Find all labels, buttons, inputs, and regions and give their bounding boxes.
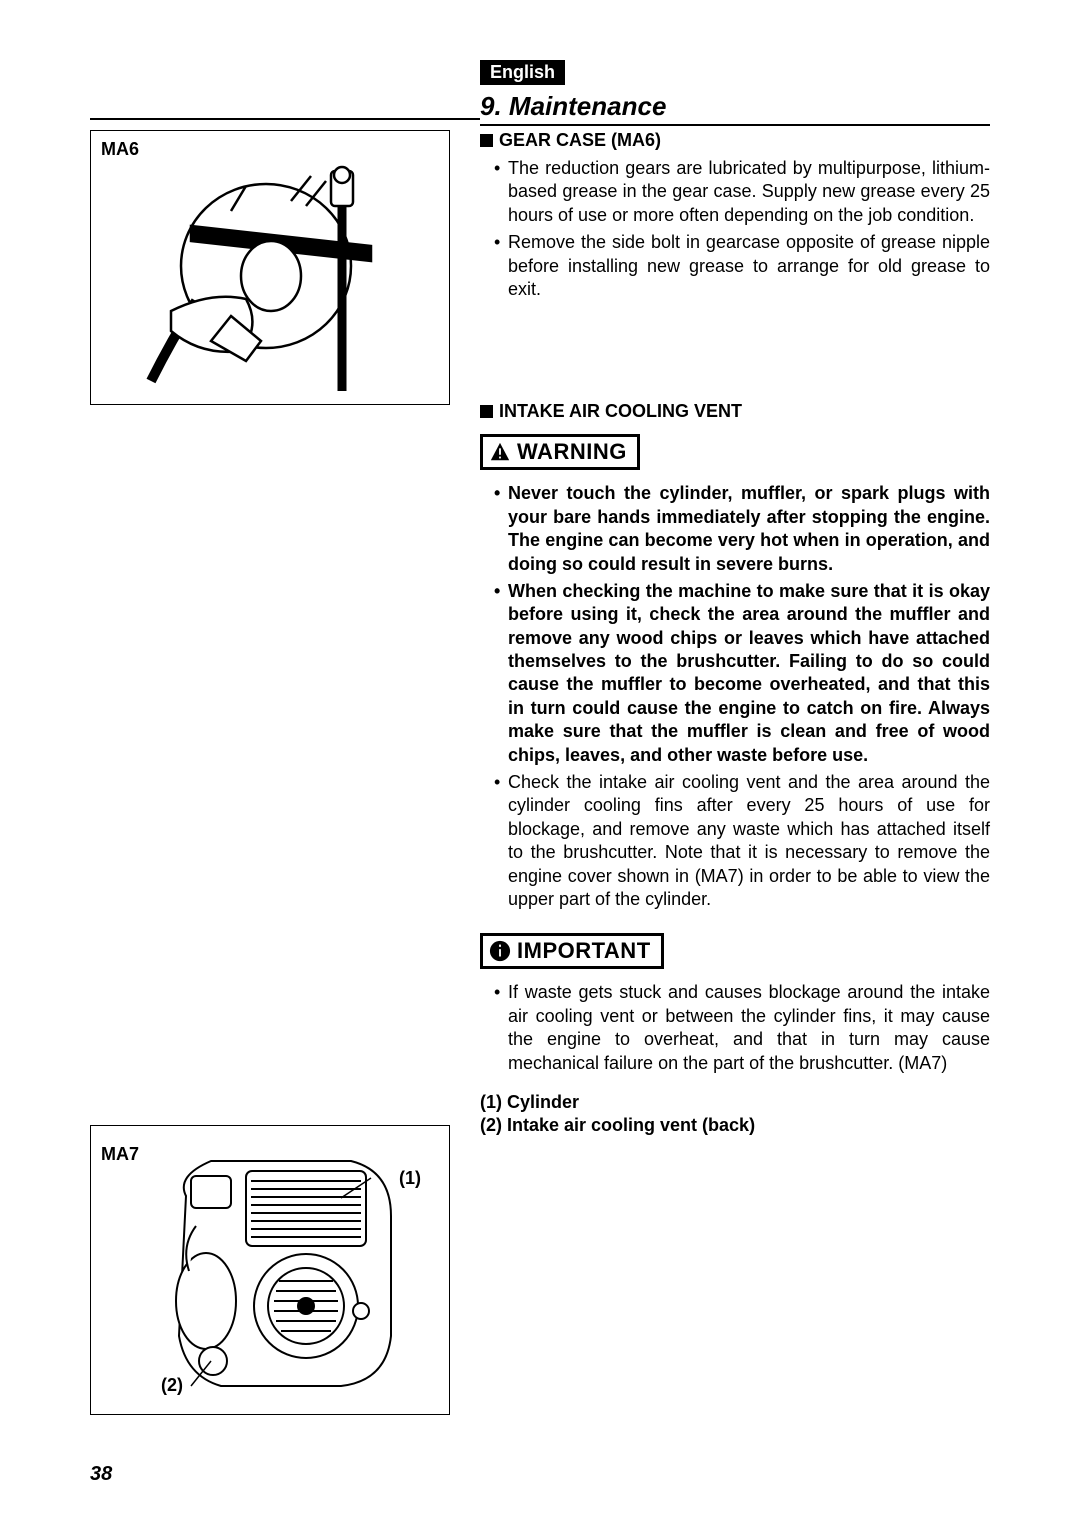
important-circle-icon xyxy=(489,940,511,962)
list-item: Check the intake air cooling vent and th… xyxy=(494,771,990,911)
list-item: When checking the machine to make sure t… xyxy=(494,580,990,767)
figure-ma7: MA7 (1) (2) xyxy=(90,1125,450,1415)
warning-text: Never touch the cylinder, muffler, or sp… xyxy=(480,482,990,911)
square-bullet-icon xyxy=(480,134,493,147)
gearcase-illustration xyxy=(91,131,451,406)
header: English xyxy=(480,60,990,85)
left-column: MA6 xyxy=(90,130,450,1415)
list-item: Remove the side bolt in gearcase opposit… xyxy=(494,231,990,301)
square-bullet-icon xyxy=(480,405,493,418)
list-item: If waste gets stuck and causes blockage … xyxy=(494,981,990,1075)
list-item: Never touch the cylinder, muffler, or sp… xyxy=(494,482,990,576)
right-column: GEAR CASE (MA6) The reduction gears are … xyxy=(480,130,990,1415)
list-item: The reduction gears are lubricated by mu… xyxy=(494,157,990,227)
page-content: English 9. Maintenance MA6 xyxy=(90,60,990,1415)
figure-callout-2: (2) xyxy=(161,1375,183,1396)
language-badge: English xyxy=(480,60,565,85)
figure-label: MA7 xyxy=(101,1144,139,1165)
important-text: If waste gets stuck and causes blockage … xyxy=(480,981,990,1075)
warning-triangle-icon xyxy=(489,441,511,463)
important-box: IMPORTANT xyxy=(480,933,664,969)
figure-callout-1: (1) xyxy=(399,1168,421,1189)
section-title-row: 9. Maintenance xyxy=(480,91,990,126)
warning-label: WARNING xyxy=(517,439,627,465)
engine-illustration xyxy=(91,1126,451,1416)
legend-item: (2) Intake air cooling vent (back) xyxy=(480,1114,990,1137)
legend-item: (1) Cylinder xyxy=(480,1091,990,1114)
warning-box: WARNING xyxy=(480,434,640,470)
legend: (1) Cylinder (2) Intake air cooling vent… xyxy=(480,1091,990,1138)
figure-ma6: MA6 xyxy=(90,130,450,405)
two-column-layout: MA6 xyxy=(90,130,990,1415)
figure-label: MA6 xyxy=(101,139,139,160)
subheading: GEAR CASE (MA6) xyxy=(480,130,990,151)
page-number: 38 xyxy=(90,1463,112,1486)
body-text: The reduction gears are lubricated by mu… xyxy=(480,157,990,301)
intake-section: INTAKE AIR COOLING VENT WARNING Never to… xyxy=(480,401,990,1137)
important-label: IMPORTANT xyxy=(517,938,651,964)
horizontal-rule xyxy=(90,118,480,120)
section-title: 9. Maintenance xyxy=(480,91,666,121)
gear-case-section: GEAR CASE (MA6) The reduction gears are … xyxy=(480,130,990,301)
subheading: INTAKE AIR COOLING VENT xyxy=(480,401,990,422)
